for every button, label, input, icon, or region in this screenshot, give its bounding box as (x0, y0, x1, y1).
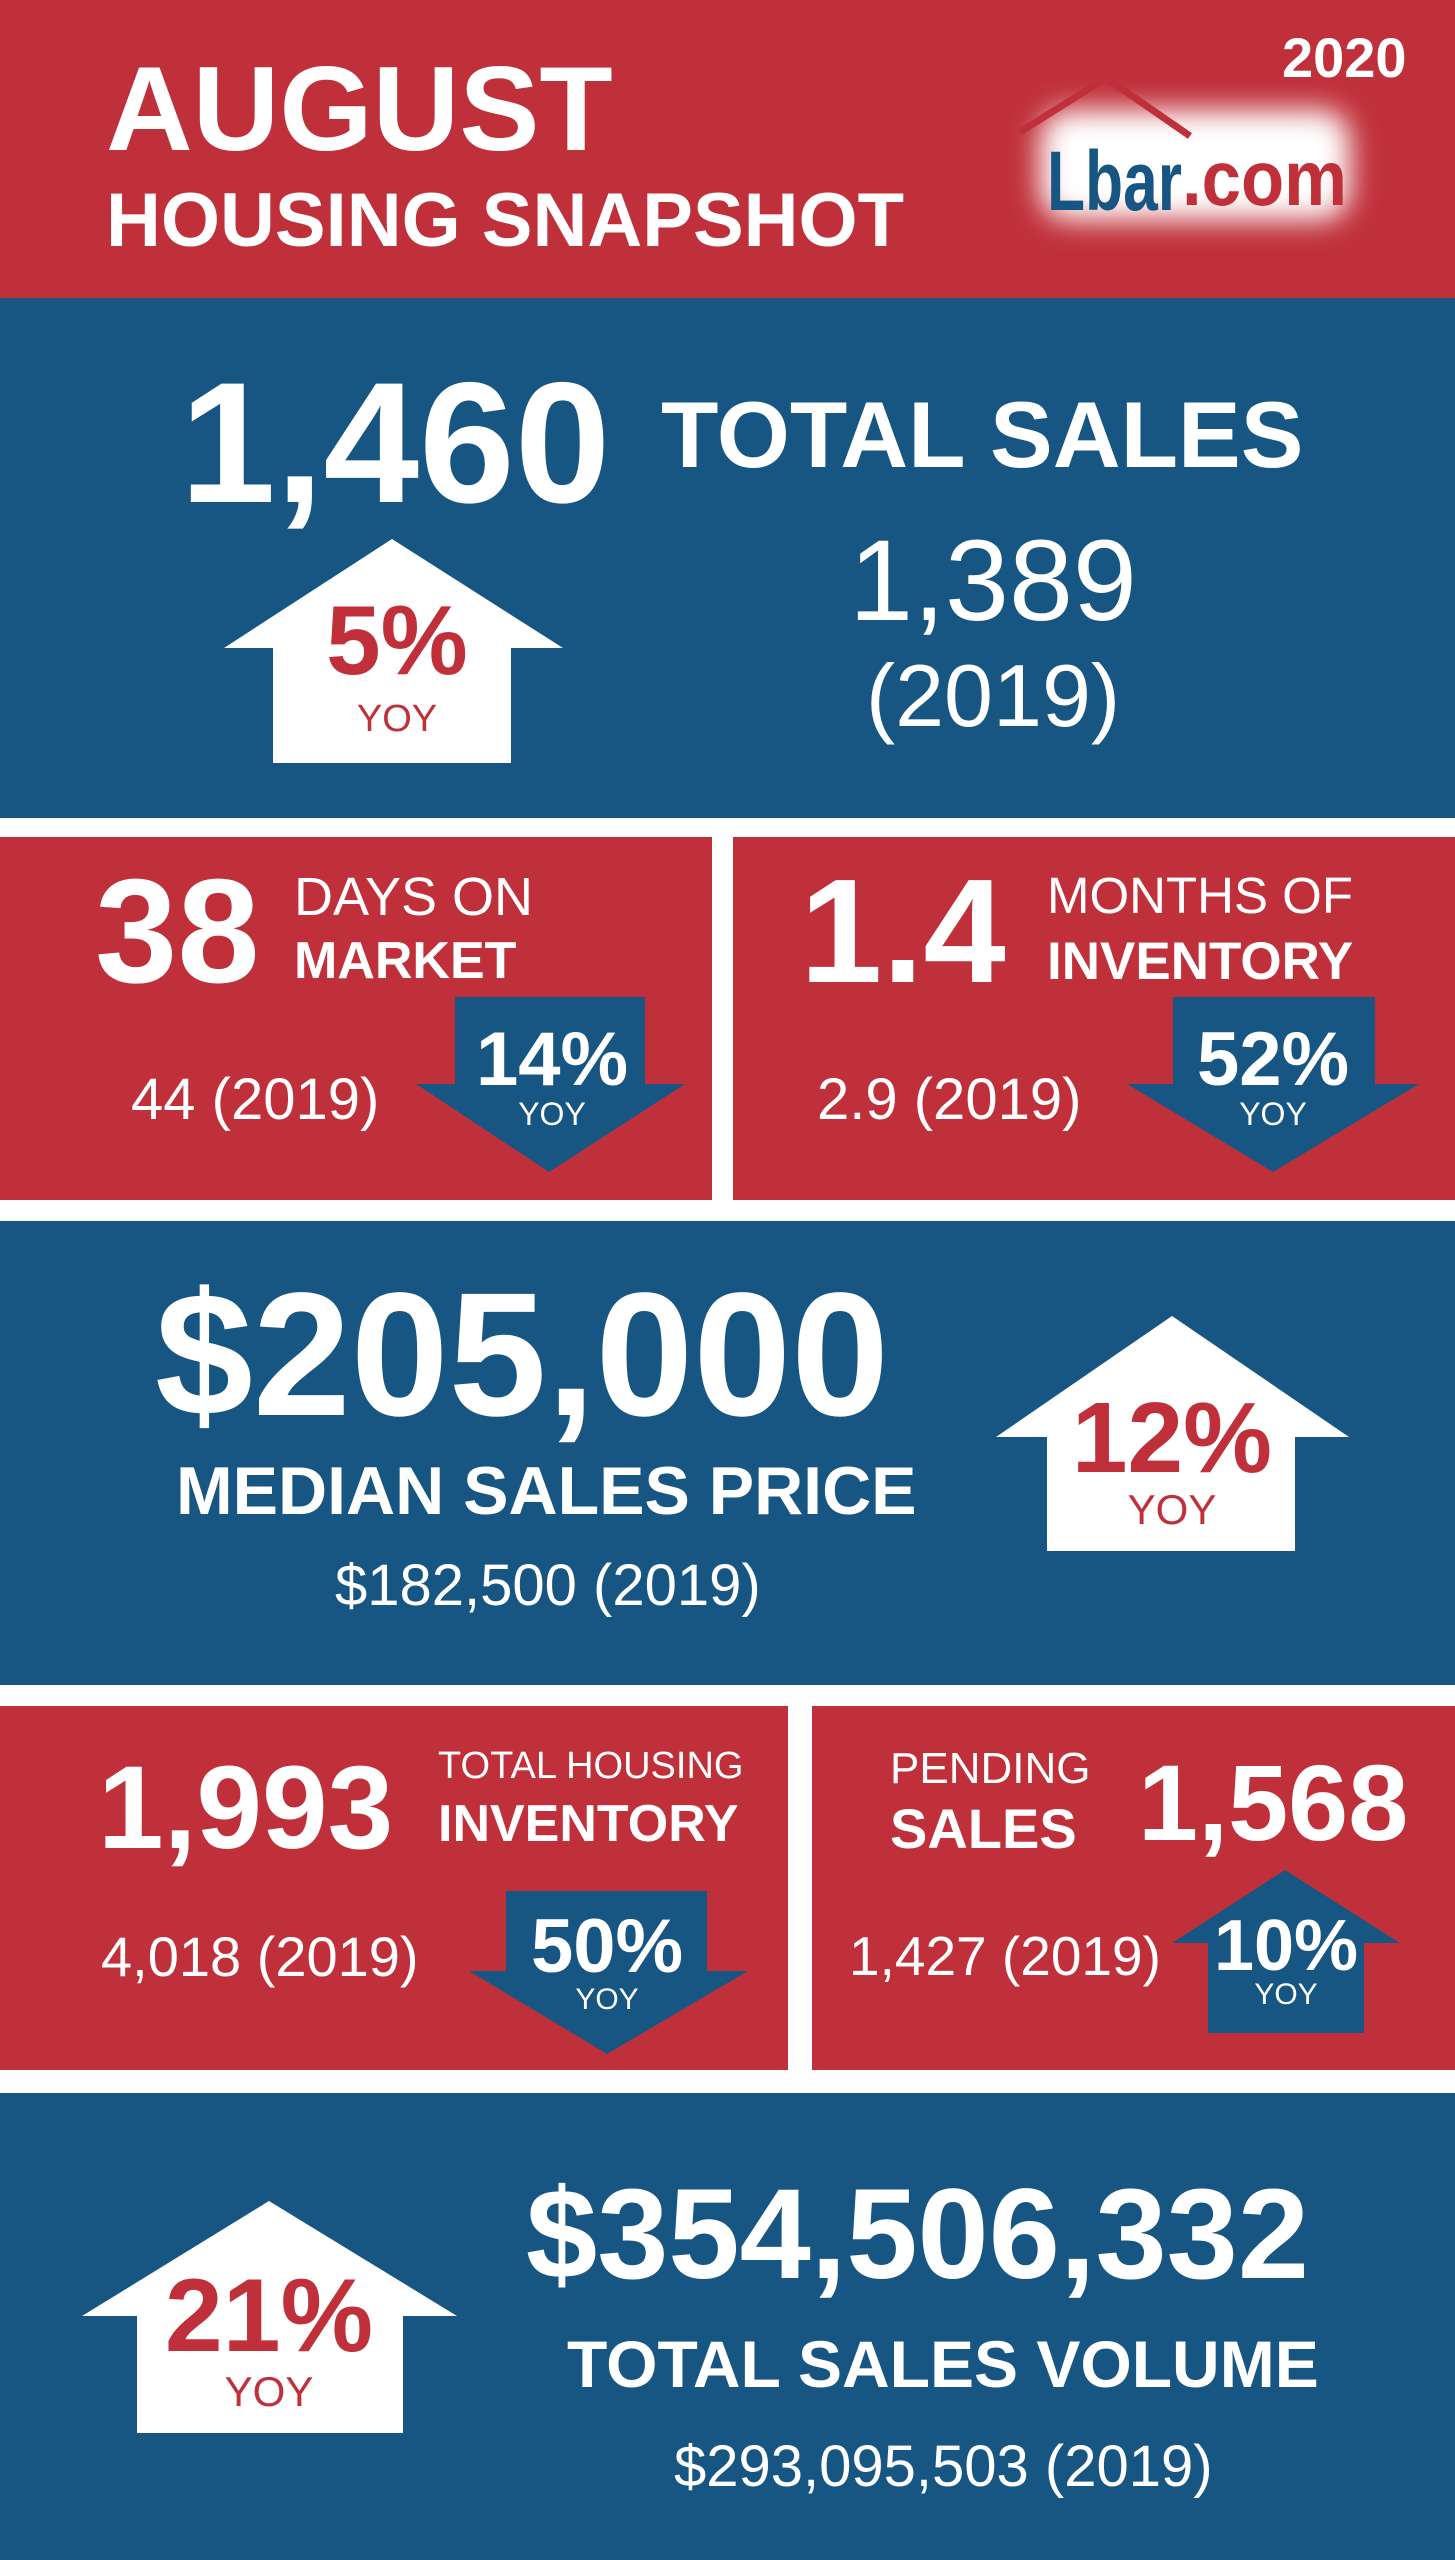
median-price-label: MEDIAN SALES PRICE (176, 1453, 917, 1529)
sales-volume-yoy: YOY (224, 2368, 314, 2415)
down-arrow-icon (1127, 997, 1419, 1172)
page-subtitle: HOUSING SNAPSHOT (106, 178, 905, 263)
total-sales-panel (0, 298, 1455, 818)
housing-inventory-change: 50% (530, 1904, 684, 1989)
median-price-yoy: YOY (1127, 1486, 1217, 1533)
months-inventory-label-1: MONTHS OF (1047, 867, 1353, 924)
housing-inventory-prior: 4,018 (2019) (101, 1925, 419, 1988)
months-inventory-label-2: INVENTORY (1047, 932, 1354, 991)
total-sales-value: 1,460 (180, 347, 611, 539)
pending-sales-yoy: YOY (1254, 1978, 1318, 2011)
pending-sales-value: 1,568 (1138, 1742, 1409, 1863)
total-sales-prior-year: (2019) (865, 646, 1121, 745)
down-arrow-icon (416, 997, 685, 1172)
pending-sales-label-1: PENDING (890, 1744, 1091, 1793)
housing-inventory-yoy: YOY (575, 1983, 639, 2016)
sales-volume-change: 21% (164, 2258, 374, 2374)
months-inventory-change: 52% (1196, 1017, 1350, 1102)
housing-inventory-value: 1,993 (98, 1742, 394, 1874)
days-on-market-prior: 44 (2019) (131, 1067, 380, 1132)
total-sales-change: 5% (326, 585, 468, 695)
month-title: AUGUST (106, 42, 613, 176)
median-price-change: 12% (1071, 1382, 1273, 1494)
svg-text:.com: .com (1182, 134, 1347, 222)
days-on-market-value: 38 (95, 849, 260, 1014)
pending-sales-prior: 1,427 (2019) (849, 1925, 1161, 1987)
sales-volume-prior: $293,095,503 (2019) (674, 2434, 1213, 2499)
total-sales-label: TOTAL SALES (661, 382, 1304, 487)
total-sales-prior-value: 1,389 (849, 517, 1137, 645)
sales-volume-label: TOTAL SALES VOLUME (567, 2327, 1319, 2401)
svg-text:Lbar: Lbar (1047, 134, 1182, 228)
up-arrow-icon (82, 2201, 457, 2433)
months-inventory-value: 1.4 (800, 849, 1006, 1014)
lbar-logo: Lbar .com (1018, 73, 1350, 228)
median-price-value: $205,000 (155, 1257, 890, 1453)
up-arrow-icon (996, 1316, 1349, 1551)
down-arrow-icon (469, 1891, 748, 2054)
days-on-market-label-2: MARKET (294, 932, 517, 990)
house-roof-icon (1018, 73, 1192, 139)
months-inventory-yoy: YOY (1239, 1096, 1307, 1132)
days-on-market-label-1: DAYS ON (294, 867, 534, 927)
months-inventory-prior: 2.9 (2019) (817, 1067, 1082, 1132)
median-price-prior: $182,500 (2019) (335, 1553, 761, 1618)
housing-inventory-label-2: INVENTORY (438, 1795, 739, 1853)
pending-sales-label-2: SALES (890, 1797, 1077, 1860)
year-label: 2020 (1282, 26, 1407, 89)
days-on-market-yoy: YOY (518, 1096, 586, 1132)
total-sales-yoy: YOY (356, 698, 438, 740)
housing-inventory-label-1: TOTAL HOUSING (438, 1745, 744, 1787)
days-on-market-change: 14% (475, 1017, 629, 1102)
up-arrow-icon (1172, 1870, 1400, 2033)
sales-volume-value: $354,506,332 (526, 2163, 1309, 2306)
up-arrow-icon (224, 539, 563, 763)
pending-sales-change: 10% (1213, 1906, 1359, 1986)
